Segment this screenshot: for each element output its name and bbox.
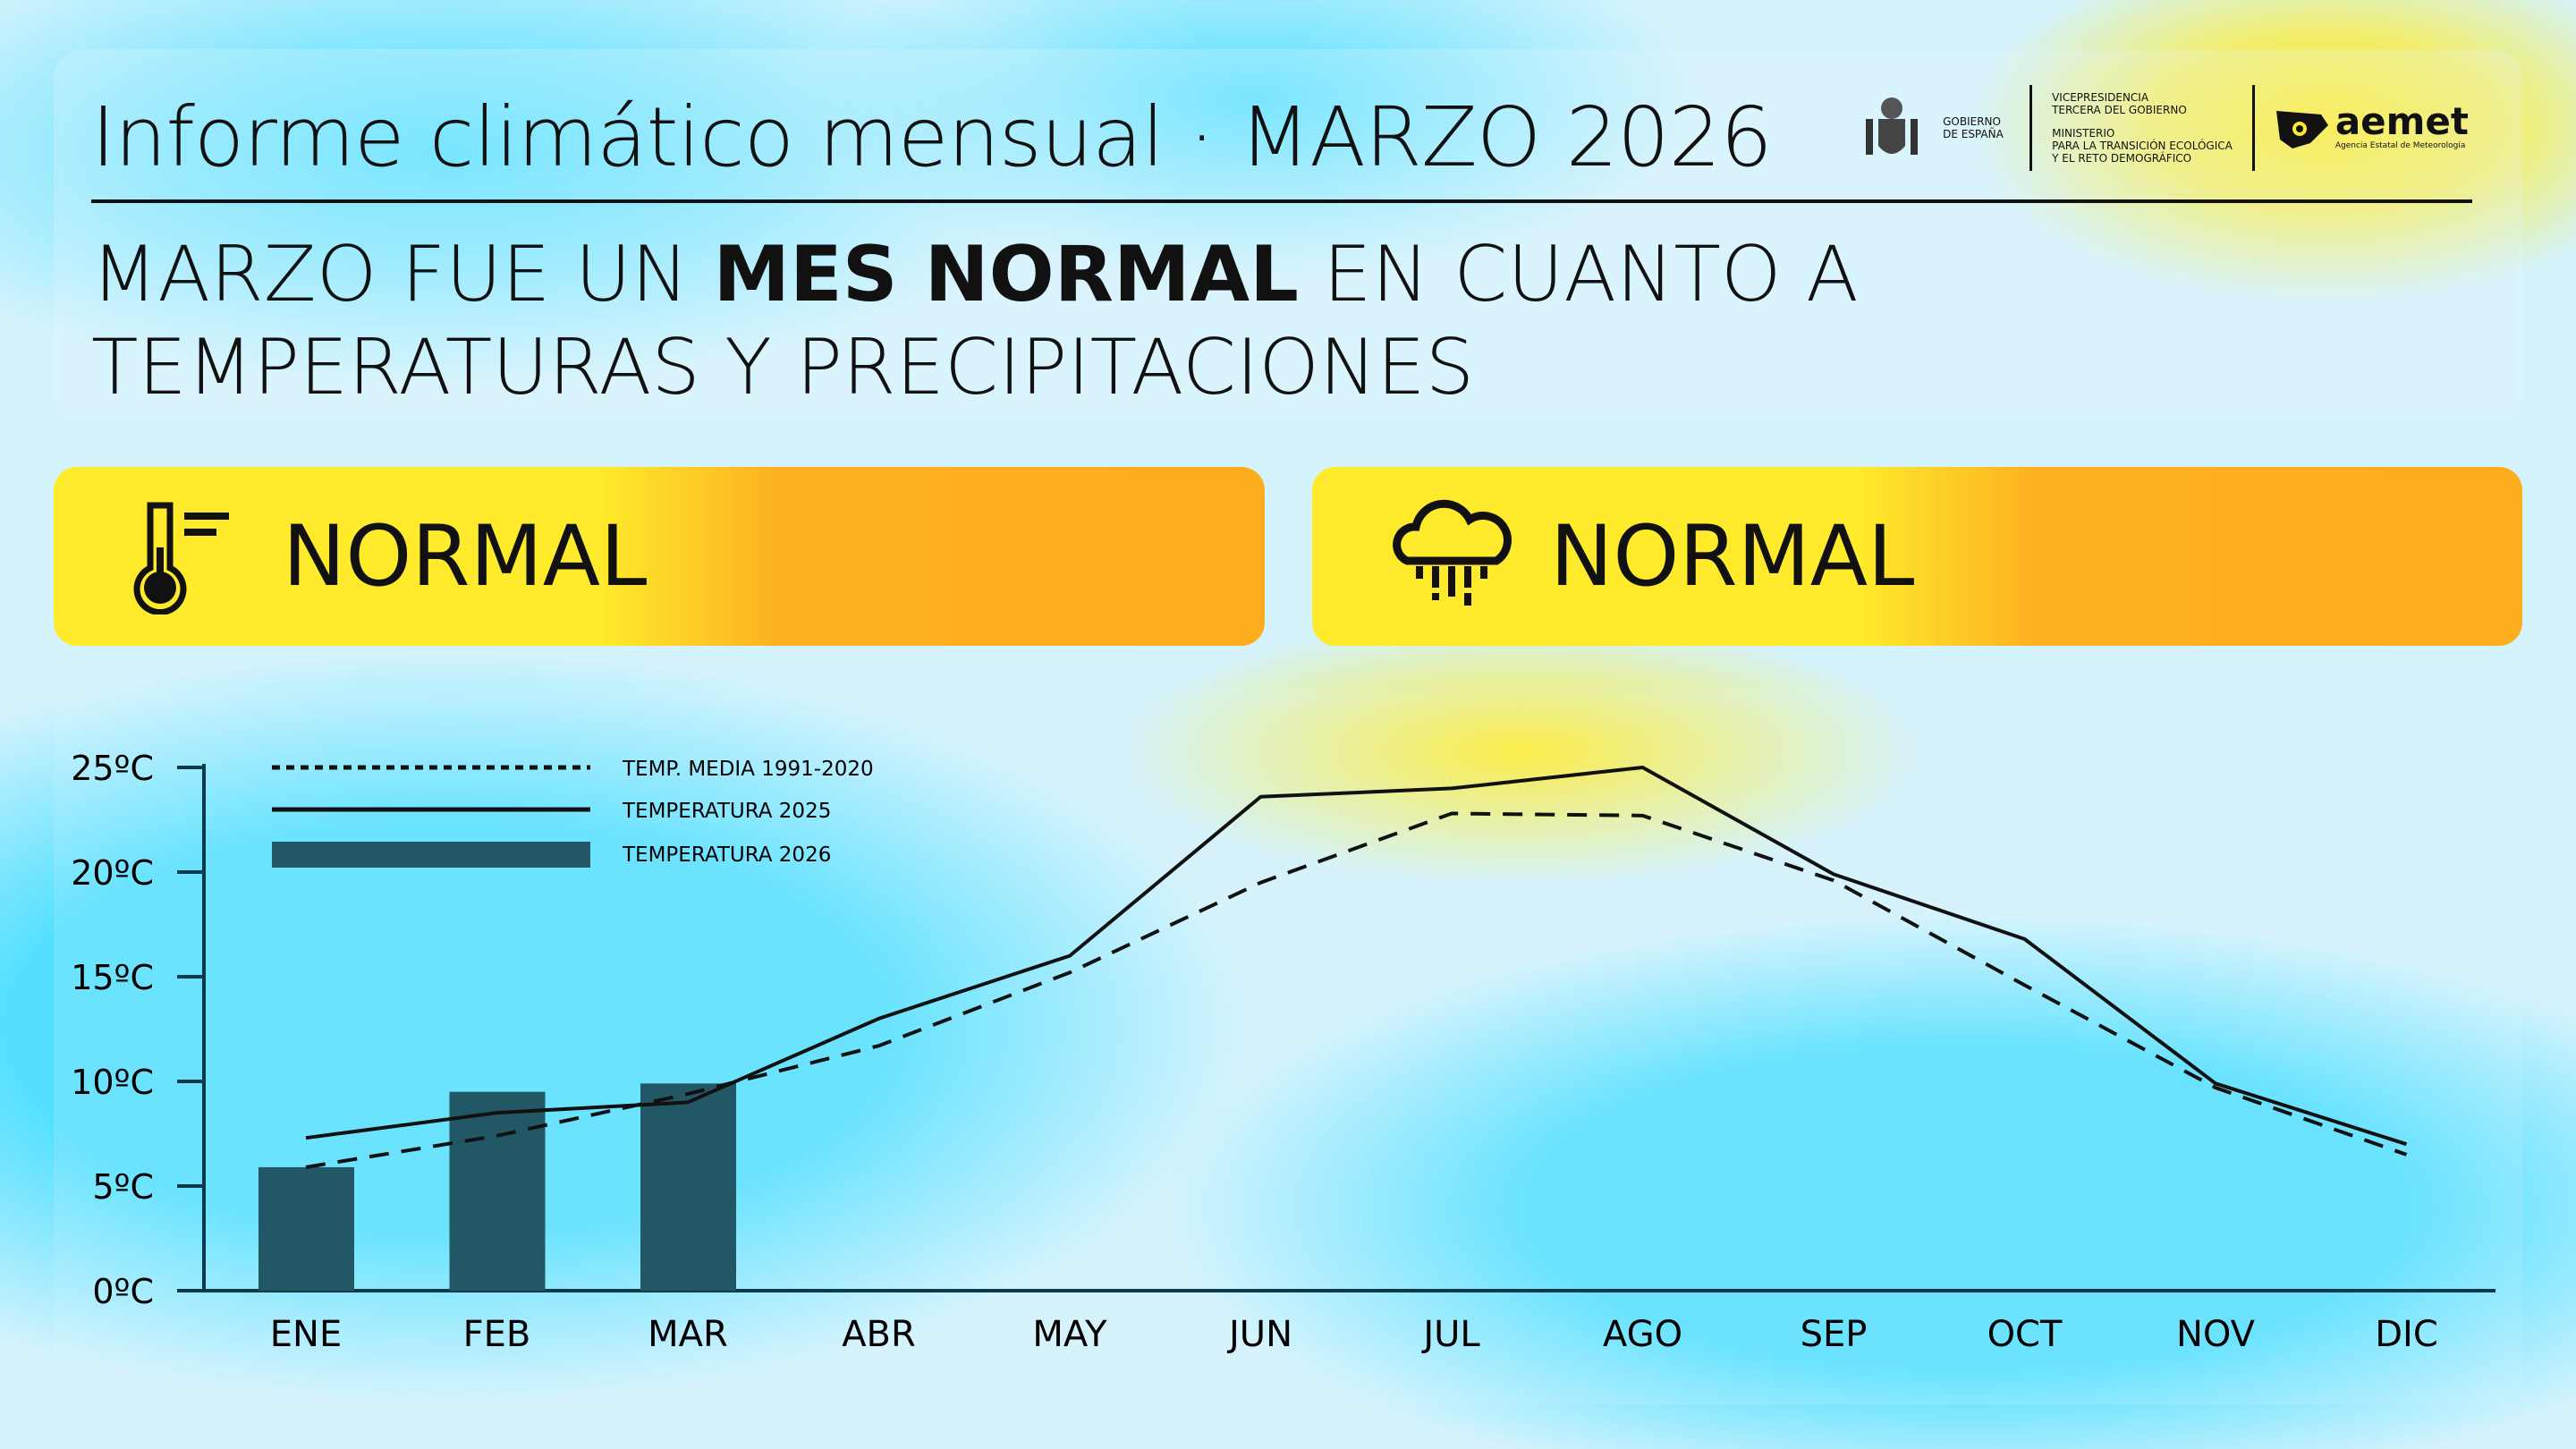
coat-of-arms-icon: [1866, 97, 1919, 155]
logos: GOBIERNO DE ESPAÑA VICEPRESIDENCIA TERCE…: [1860, 85, 2469, 171]
gobierno-label: GOBIERNO DE ESPAÑA: [1943, 115, 2004, 140]
x-tick-label: MAR: [648, 1314, 728, 1355]
x-tick-label: OCT: [1987, 1314, 2063, 1355]
precipitation-status-card: NORMAL: [1312, 467, 2522, 646]
divider: [2251, 85, 2255, 171]
headline-text: MARZO FUE UN: [91, 230, 714, 319]
x-tick-label: JUL: [1420, 1314, 1480, 1355]
x-tick-label: ABR: [842, 1314, 916, 1355]
x-tick-label: ENE: [270, 1314, 342, 1355]
ministry-line: MINISTERIO: [2052, 127, 2115, 140]
vice-line: TERCERA DEL GOBIERNO: [2052, 104, 2187, 116]
headline-bold: MES NORMAL: [713, 230, 1299, 319]
ministry-line: Y EL RETO DEMOGRÁFICO: [2052, 152, 2192, 165]
x-tick-label: NOV: [2176, 1314, 2256, 1355]
divider: [2029, 85, 2033, 171]
x-tick-label: SEP: [1801, 1314, 1868, 1355]
y-tick-label: 10ºC: [71, 1063, 154, 1102]
rain-cloud-icon: [1393, 499, 1512, 606]
x-tick-label: DIC: [2375, 1314, 2438, 1355]
temperature-chart-panel: TEMP. MEDIA 1991-2020 TEMPERATURA 2025 T…: [54, 689, 2522, 1404]
temperature-chart: TEMP. MEDIA 1991-2020 TEMPERATURA 2025 T…: [71, 749, 2496, 1355]
headline: MARZO FUE UN MES NORMAL EN CUANTO A TEMP…: [91, 228, 2453, 414]
headline-text: EN CUANTO A TEMPERATURAS Y PRECIPITACION…: [91, 230, 1859, 412]
bar-temperatura-2026: [449, 1091, 546, 1291]
aemet-logo: aemet Agencia Estatal de Meteorología: [2275, 99, 2469, 152]
ministry-line: PARA LA TRANSICIÓN ECOLÓGICA: [2052, 140, 2233, 152]
legend: TEMP. MEDIA 1991-2020 TEMPERATURA 2025 T…: [272, 758, 874, 868]
y-tick-label: 5ºC: [92, 1167, 154, 1207]
legend-label: TEMP. MEDIA 1991-2020: [622, 758, 874, 781]
y-tick-label: 20ºC: [71, 853, 154, 893]
temperature-status-label: NORMAL: [283, 507, 648, 606]
thermometer-icon: [133, 502, 229, 614]
bar-temperatura-2026: [640, 1083, 736, 1291]
temperature-status-card: NORMAL: [54, 467, 1265, 646]
vice-line: VICEPRESIDENCIA: [2052, 91, 2149, 104]
header-panel: Informe climático mensual · MARZO 2026 G…: [54, 49, 2522, 422]
x-tick-label: JUN: [1226, 1314, 1292, 1355]
line-temperatura-2025: [305, 766, 2408, 1147]
y-tick-label: 0ºC: [92, 1272, 154, 1311]
page-title: Informe climático mensual · MARZO 2026: [91, 89, 1773, 185]
aemet-subtitle: Agencia Estatal de Meteorología: [2334, 141, 2466, 150]
bar-temperatura-2026: [258, 1166, 354, 1291]
precipitation-status-label: NORMAL: [1550, 507, 1915, 606]
legend-label: TEMPERATURA 2025: [622, 800, 831, 823]
x-tick-label: AGO: [1603, 1314, 1682, 1355]
legend-label: TEMPERATURA 2026: [622, 843, 831, 867]
x-tick-label: FEB: [463, 1314, 531, 1355]
aemet-map-icon: [2275, 111, 2328, 148]
title-divider: [91, 199, 2472, 203]
y-tick-label: 15ºC: [71, 958, 154, 997]
aemet-wordmark: aemet: [2334, 99, 2469, 143]
line-temp-media-1991-2020: [305, 811, 2408, 1169]
y-tick-label: 25ºC: [71, 749, 154, 788]
legend-bar-swatch: [272, 842, 590, 868]
ministry-label: VICEPRESIDENCIA TERCERA DEL GOBIERNO MIN…: [2052, 91, 2233, 165]
x-tick-label: MAY: [1032, 1314, 1107, 1355]
